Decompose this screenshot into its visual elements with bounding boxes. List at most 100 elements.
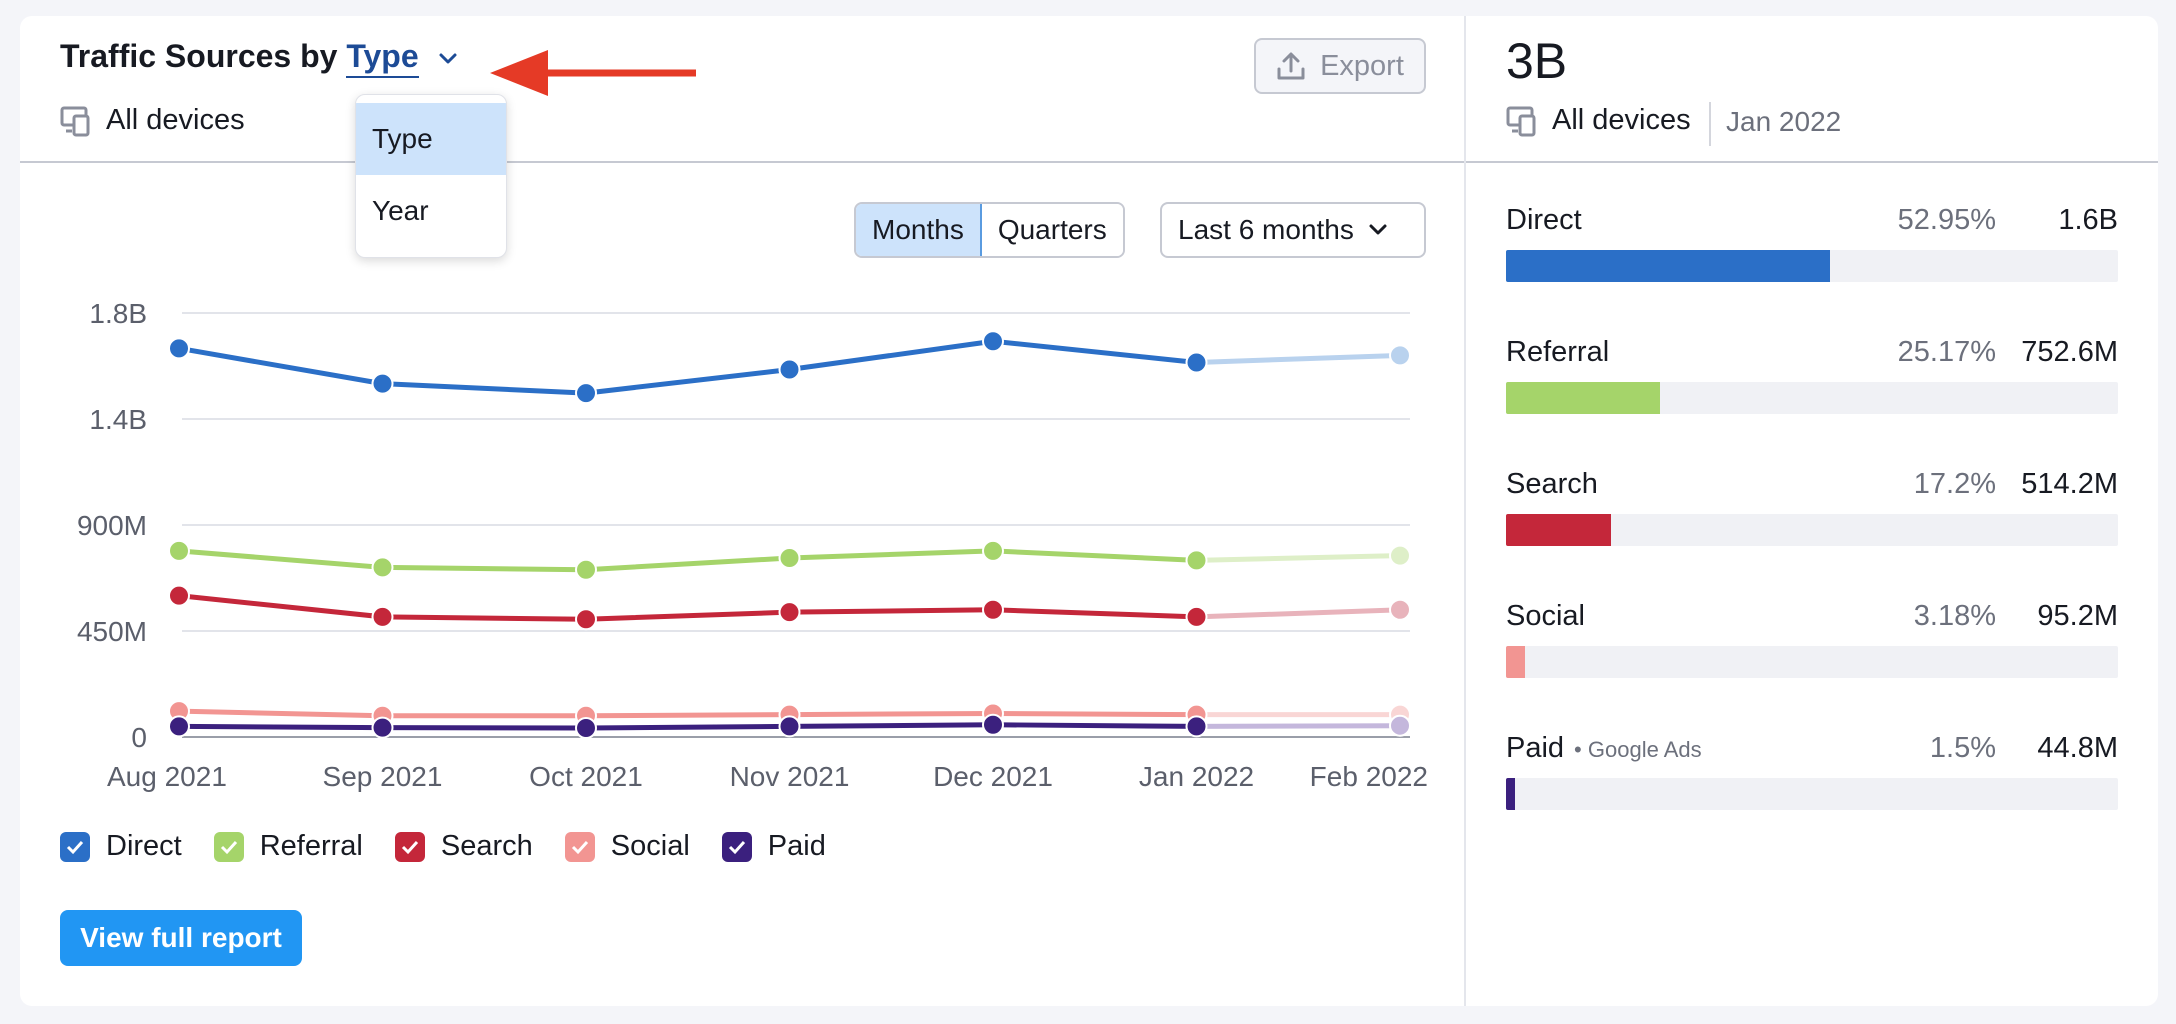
total-traffic: 3B (1506, 33, 1568, 89)
data-point-referral (778, 546, 801, 569)
source-row-paid: Paid • Google Ads 1.5% 44.8M (1506, 732, 2118, 810)
x-tick-label: Sep 2021 (323, 761, 443, 792)
annotation-arrow-icon (490, 50, 696, 96)
source-bar-fill (1506, 646, 1526, 678)
devices-label: All devices (1552, 104, 1691, 136)
source-note: • Google Ads (1574, 737, 1702, 762)
series-line-projected-paid (1196, 723, 1401, 729)
source-bar-track (1506, 778, 2118, 810)
source-bar-track (1506, 250, 2118, 282)
upload-icon (1277, 52, 1305, 80)
data-point-referral (1389, 544, 1411, 567)
legend-item-search[interactable]: Search (394, 830, 533, 863)
checkbox-icon[interactable] (721, 831, 752, 862)
series-line-projected-search (1196, 607, 1401, 620)
source-row-referral: Referral 25.17% 752.6M (1506, 336, 2118, 414)
checkbox-icon[interactable] (394, 831, 425, 862)
data-point-referral (1185, 549, 1208, 572)
checkbox-icon[interactable] (60, 831, 90, 862)
data-point-direct (982, 330, 1004, 353)
x-tick-label: Feb 2022 (1310, 761, 1428, 792)
export-button[interactable]: Export (1254, 38, 1426, 94)
legend-label: Referral (259, 830, 363, 862)
legend-item-paid[interactable]: Paid (721, 830, 826, 863)
source-percent: 52.95% (1897, 204, 1996, 236)
source-name-text: Paid (1506, 732, 1565, 764)
legend-label: Search (440, 830, 533, 862)
data-point-search (168, 584, 190, 607)
data-point-search (371, 605, 394, 628)
type-selector[interactable]: Type (346, 38, 419, 78)
data-point-paid (168, 715, 190, 738)
legend-item-social[interactable]: Social (564, 830, 690, 863)
title-prefix: Traffic Sources by (60, 38, 338, 74)
data-point-referral (371, 556, 394, 579)
data-point-direct (1389, 344, 1411, 367)
series-line-projected-referral (1196, 553, 1401, 563)
data-point-paid (1185, 715, 1208, 738)
x-tick-label: Aug 2021 (107, 761, 227, 792)
data-point-referral (168, 539, 190, 562)
source-name: Social (1506, 600, 1585, 632)
vertical-divider (1464, 16, 1466, 1006)
y-tick-label: 0 (131, 722, 147, 753)
range-select[interactable]: Last 6 months (1160, 202, 1426, 258)
data-point-paid (371, 716, 394, 739)
source-bar-fill (1506, 778, 1516, 810)
data-point-paid (982, 713, 1004, 736)
source-percent: 1.5% (1929, 732, 1996, 764)
data-point-direct (575, 382, 597, 405)
data-point-search (575, 608, 597, 631)
traffic-line-chart: 1.8B 1.4B 900M 450M 0 Aug 2021 Sep 2021 Oct 202… (77, 298, 1428, 792)
source-percent: 25.17% (1897, 336, 1996, 368)
source-bar-fill (1506, 382, 1661, 414)
granularity-toggle: Months Quarters (854, 202, 1125, 258)
export-label: Export (1320, 49, 1404, 82)
summary-header-divider (1466, 161, 2158, 163)
dropdown-option-type[interactable]: Type (356, 103, 506, 175)
legend-label: Social (610, 830, 690, 862)
chevron-down-icon[interactable] (438, 52, 458, 66)
chevron-down-icon (1369, 224, 1387, 235)
chart-legend: Direct Referral Search Social Paid (60, 830, 858, 863)
data-point-paid (575, 717, 597, 740)
summary-separator (1709, 102, 1711, 146)
source-bar-track (1506, 646, 2118, 678)
quarters-button[interactable]: Quarters (981, 204, 1123, 256)
y-tick-label: 900M (77, 510, 147, 541)
data-point-direct (168, 337, 190, 360)
checkbox-icon[interactable] (213, 831, 244, 862)
x-tick-label: Jan 2022 (1139, 761, 1254, 792)
data-point-referral (982, 539, 1004, 562)
checkbox-icon[interactable] (564, 831, 595, 862)
data-point-search (1389, 598, 1411, 621)
series-line-search (178, 593, 1197, 622)
series-line-direct (178, 338, 1197, 396)
source-percent: 17.2% (1913, 468, 1996, 500)
source-bar-track (1506, 514, 2118, 546)
summary-month: Jan 2022 (1726, 106, 1842, 137)
data-point-paid (778, 715, 801, 738)
source-row-social: Social 3.18% 95.2M (1506, 600, 2118, 678)
data-point-referral (575, 558, 597, 581)
series-line-paid (178, 722, 1197, 731)
x-tick-label: Dec 2021 (933, 761, 1053, 792)
source-value: 95.2M (2037, 600, 2118, 632)
series-line-social (178, 708, 1197, 719)
source-value: 1.6B (2058, 204, 2118, 236)
months-button[interactable]: Months (855, 204, 982, 256)
source-note-text: Google Ads (1587, 737, 1702, 762)
x-tick-label: Nov 2021 (730, 761, 850, 792)
legend-item-direct[interactable]: Direct (60, 830, 182, 863)
summary-devices-filter: All devices (1506, 104, 1691, 137)
legend-item-referral[interactable]: Referral (213, 830, 363, 863)
source-bar-fill (1506, 250, 1831, 282)
devices-filter: All devices (60, 104, 245, 137)
header-divider (20, 161, 1464, 163)
dropdown-option-year[interactable]: Year (372, 195, 429, 226)
view-full-report-button[interactable]: View full report (60, 910, 302, 966)
source-name: Referral (1506, 336, 1610, 368)
devices-icon (1506, 106, 1536, 136)
devices-icon (60, 106, 90, 136)
data-point-search (778, 601, 801, 624)
